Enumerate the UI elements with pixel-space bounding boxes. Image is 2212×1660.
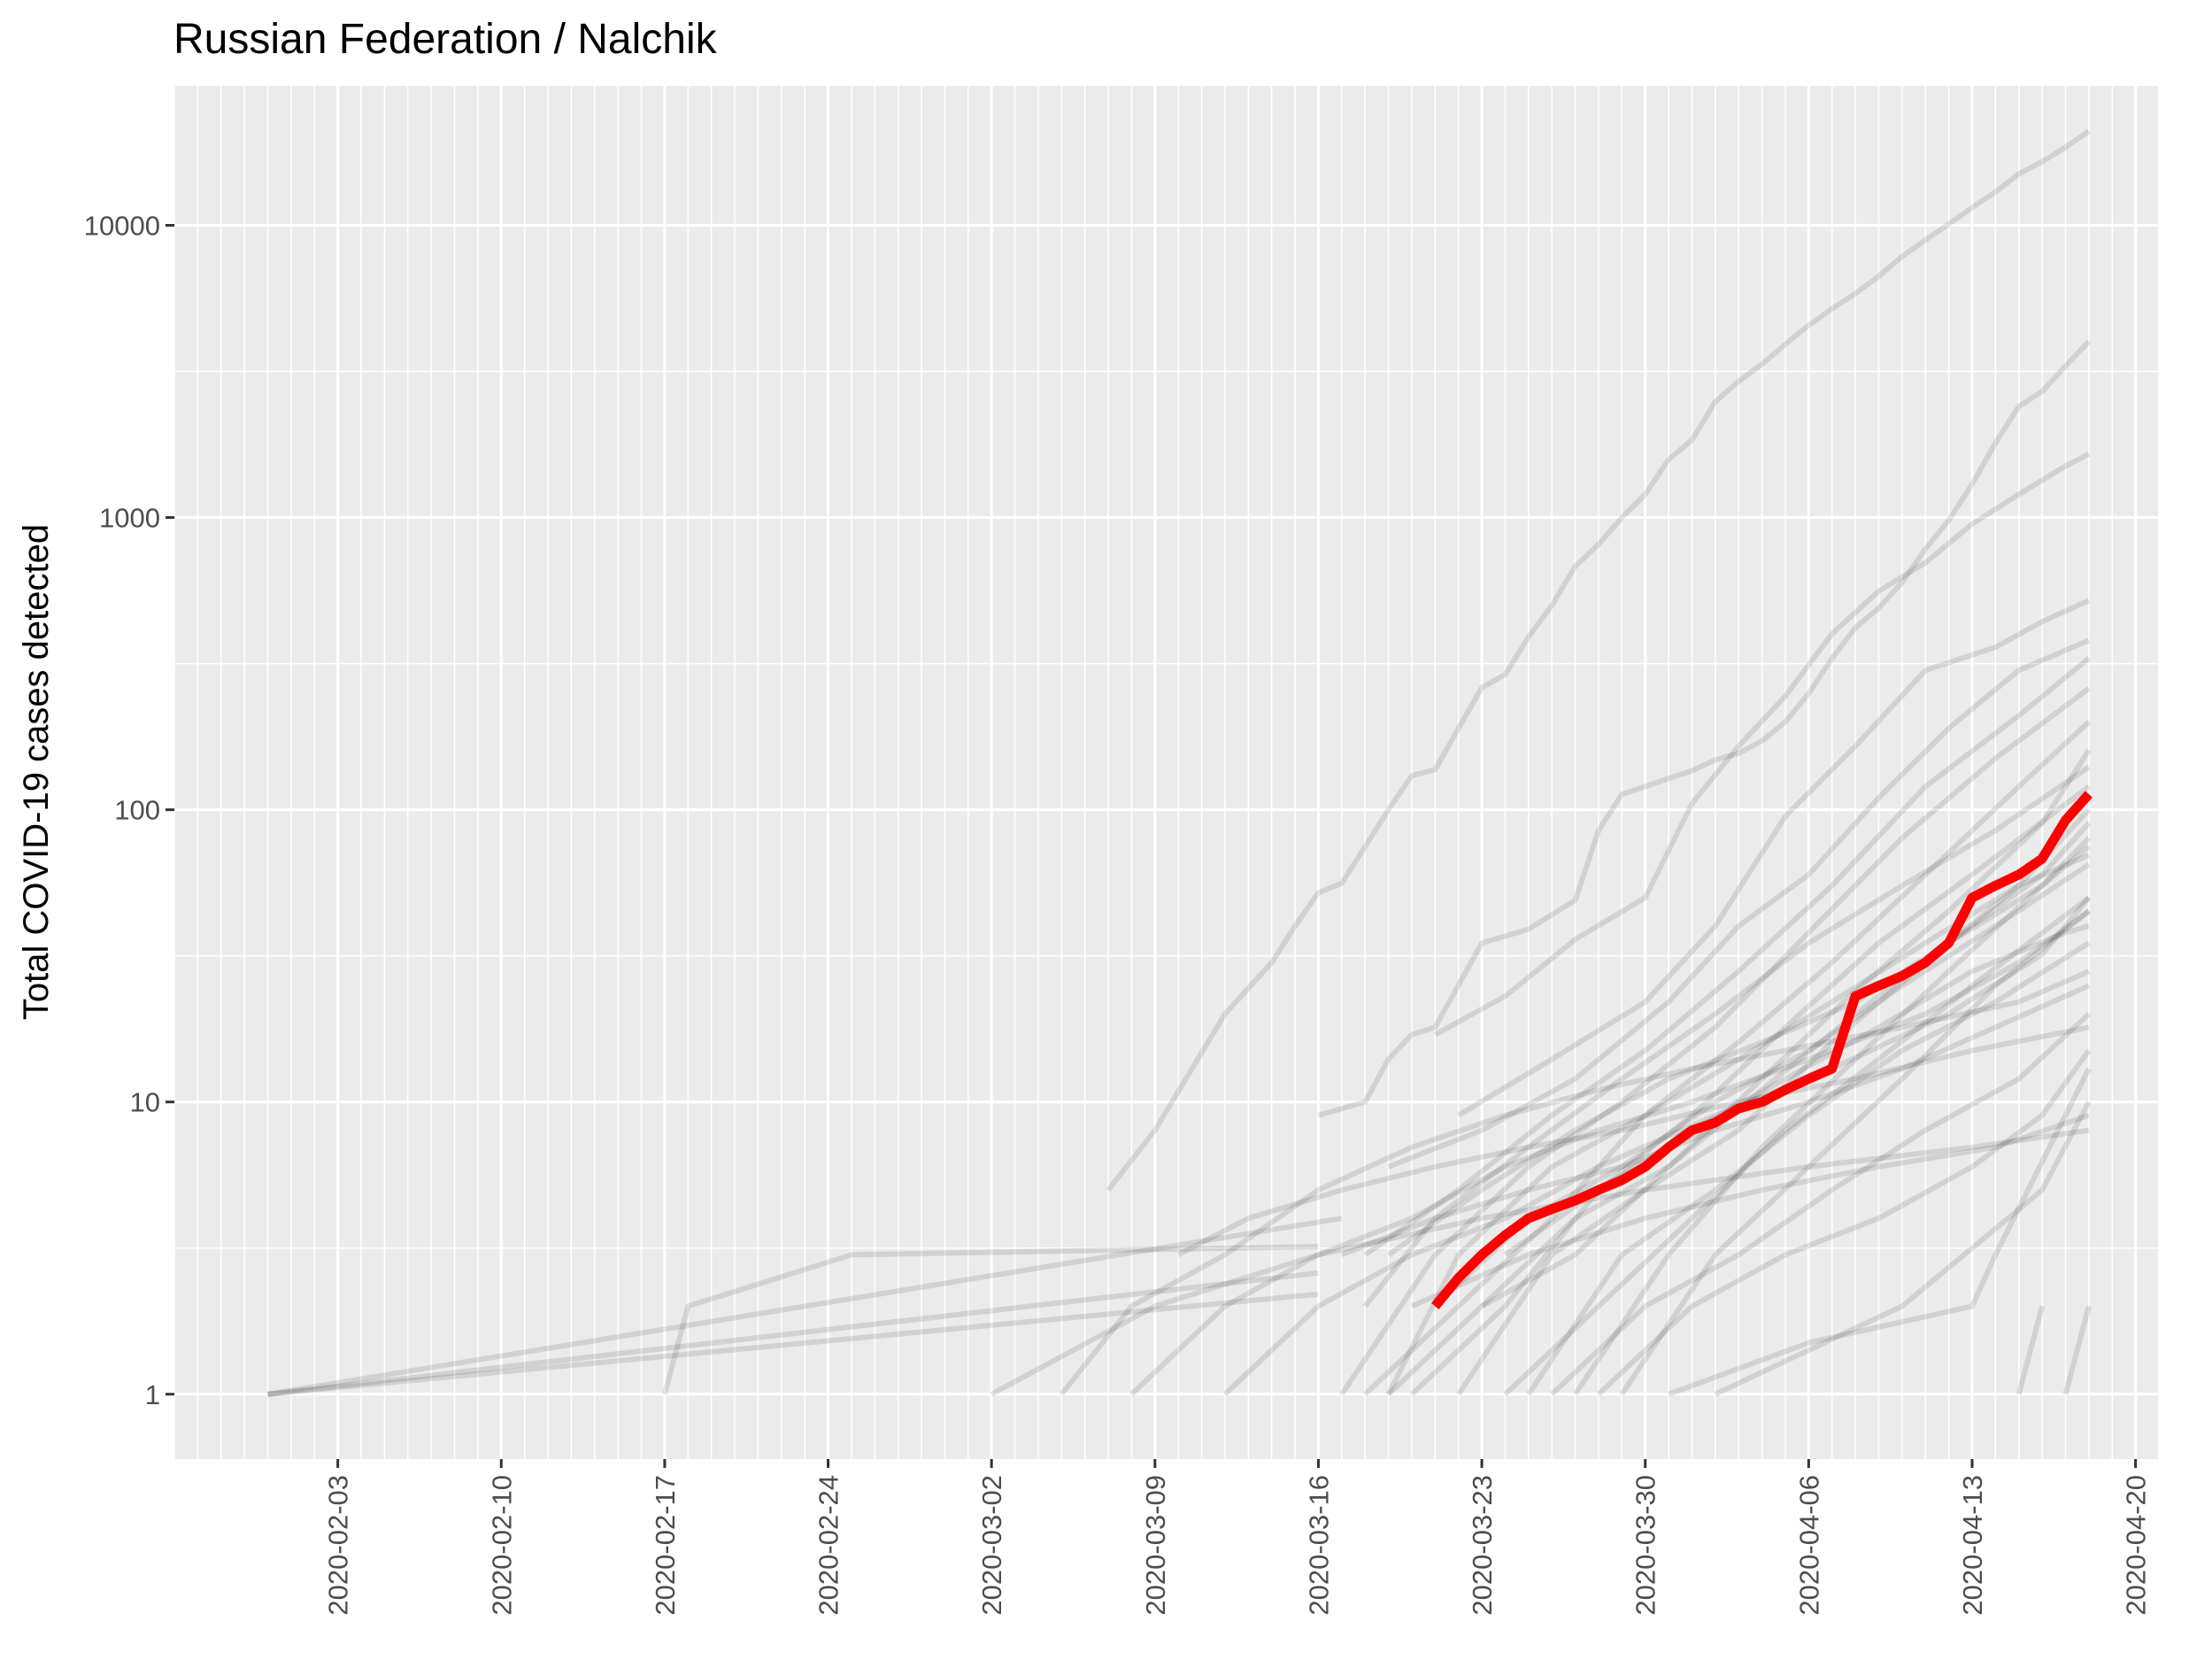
major-gridlines (174, 86, 2159, 1459)
y-tick-label: 10 (130, 1087, 160, 1118)
x-tick-label: 2020-04-20 (2121, 1475, 2152, 1616)
background-series-line (1363, 656, 2091, 1257)
x-tick-label: 2020-03-16 (1303, 1475, 1334, 1616)
highlight-series-line (1431, 791, 2093, 1309)
background-series-line (1573, 844, 2091, 1396)
x-tick-label: 2020-02-03 (323, 1475, 354, 1616)
background-series-line (1317, 339, 2092, 1118)
x-tick-label: 2020-02-10 (486, 1475, 517, 1616)
background-series-line (1340, 983, 2091, 1258)
background-series-line (1457, 598, 2091, 1118)
background-series-line (1386, 836, 2092, 1257)
background-series-line (1480, 821, 2092, 1309)
background-series-line (267, 1216, 1343, 1397)
background-series-line (2062, 1305, 2092, 1395)
plot-panel (174, 86, 2159, 1459)
background-series-line (1386, 748, 2092, 1396)
x-axis: 2020-02-03 2020-02-10 2020-02-17 2020-02-24… (323, 1459, 2152, 1616)
y-axis-title: Total COVID-19 cases detected (17, 524, 56, 1020)
background-series-line (1363, 720, 2091, 1396)
x-tick-label: 2020-03-02 (976, 1475, 1007, 1616)
y-tick-label: 1 (145, 1379, 160, 1410)
background-series-line (267, 1291, 1319, 1397)
background-series-line (1176, 1024, 2090, 1257)
y-axis: 1 10 100 1000 10000 (84, 210, 174, 1410)
x-tick-label: 2020-04-13 (1957, 1475, 1988, 1616)
background-series-line (267, 1270, 1319, 1397)
y-tick-label: 100 (114, 795, 160, 826)
background-series-line (1596, 1048, 2092, 1396)
x-tick-label: 2020-02-17 (650, 1475, 681, 1616)
background-series-line (1409, 784, 2091, 1396)
background-series-line (1410, 1112, 2090, 1309)
background-series-line (1222, 896, 2092, 1396)
background-series-line (1385, 853, 2091, 1396)
background-series (267, 128, 2092, 1397)
x-tick-label: 2020-03-30 (1630, 1475, 1661, 1616)
x-tick-label: 2020-03-09 (1140, 1475, 1171, 1616)
y-tick-label: 1000 (99, 503, 160, 534)
chart-title: Russian Federation / Nalchik (173, 16, 718, 63)
background-series-line (1503, 895, 2091, 1396)
background-series-line (1362, 764, 2091, 1309)
background-series-line (662, 1244, 1319, 1395)
background-series-line (1059, 969, 2091, 1396)
x-tick-label: 2020-04-06 (1793, 1475, 1824, 1616)
background-series-line (1550, 1012, 2091, 1396)
x-tick-label: 2020-03-23 (1467, 1475, 1498, 1616)
background-series-line (1129, 908, 2091, 1396)
background-series-line (1526, 940, 2091, 1396)
background-series-line (1433, 452, 2091, 1038)
background-series-line (2015, 1305, 2045, 1395)
background-series-line (1668, 1067, 2092, 1397)
highlight-series (1431, 791, 2093, 1309)
background-series-line (1714, 1100, 2092, 1397)
y-tick-label: 10000 (84, 210, 160, 241)
background-series-line (1339, 686, 2091, 1396)
background-series-line (1387, 637, 2091, 1170)
x-tick-label: 2020-02-24 (813, 1475, 844, 1616)
background-series-line (1106, 128, 2091, 1192)
background-series-line (1619, 908, 2091, 1396)
